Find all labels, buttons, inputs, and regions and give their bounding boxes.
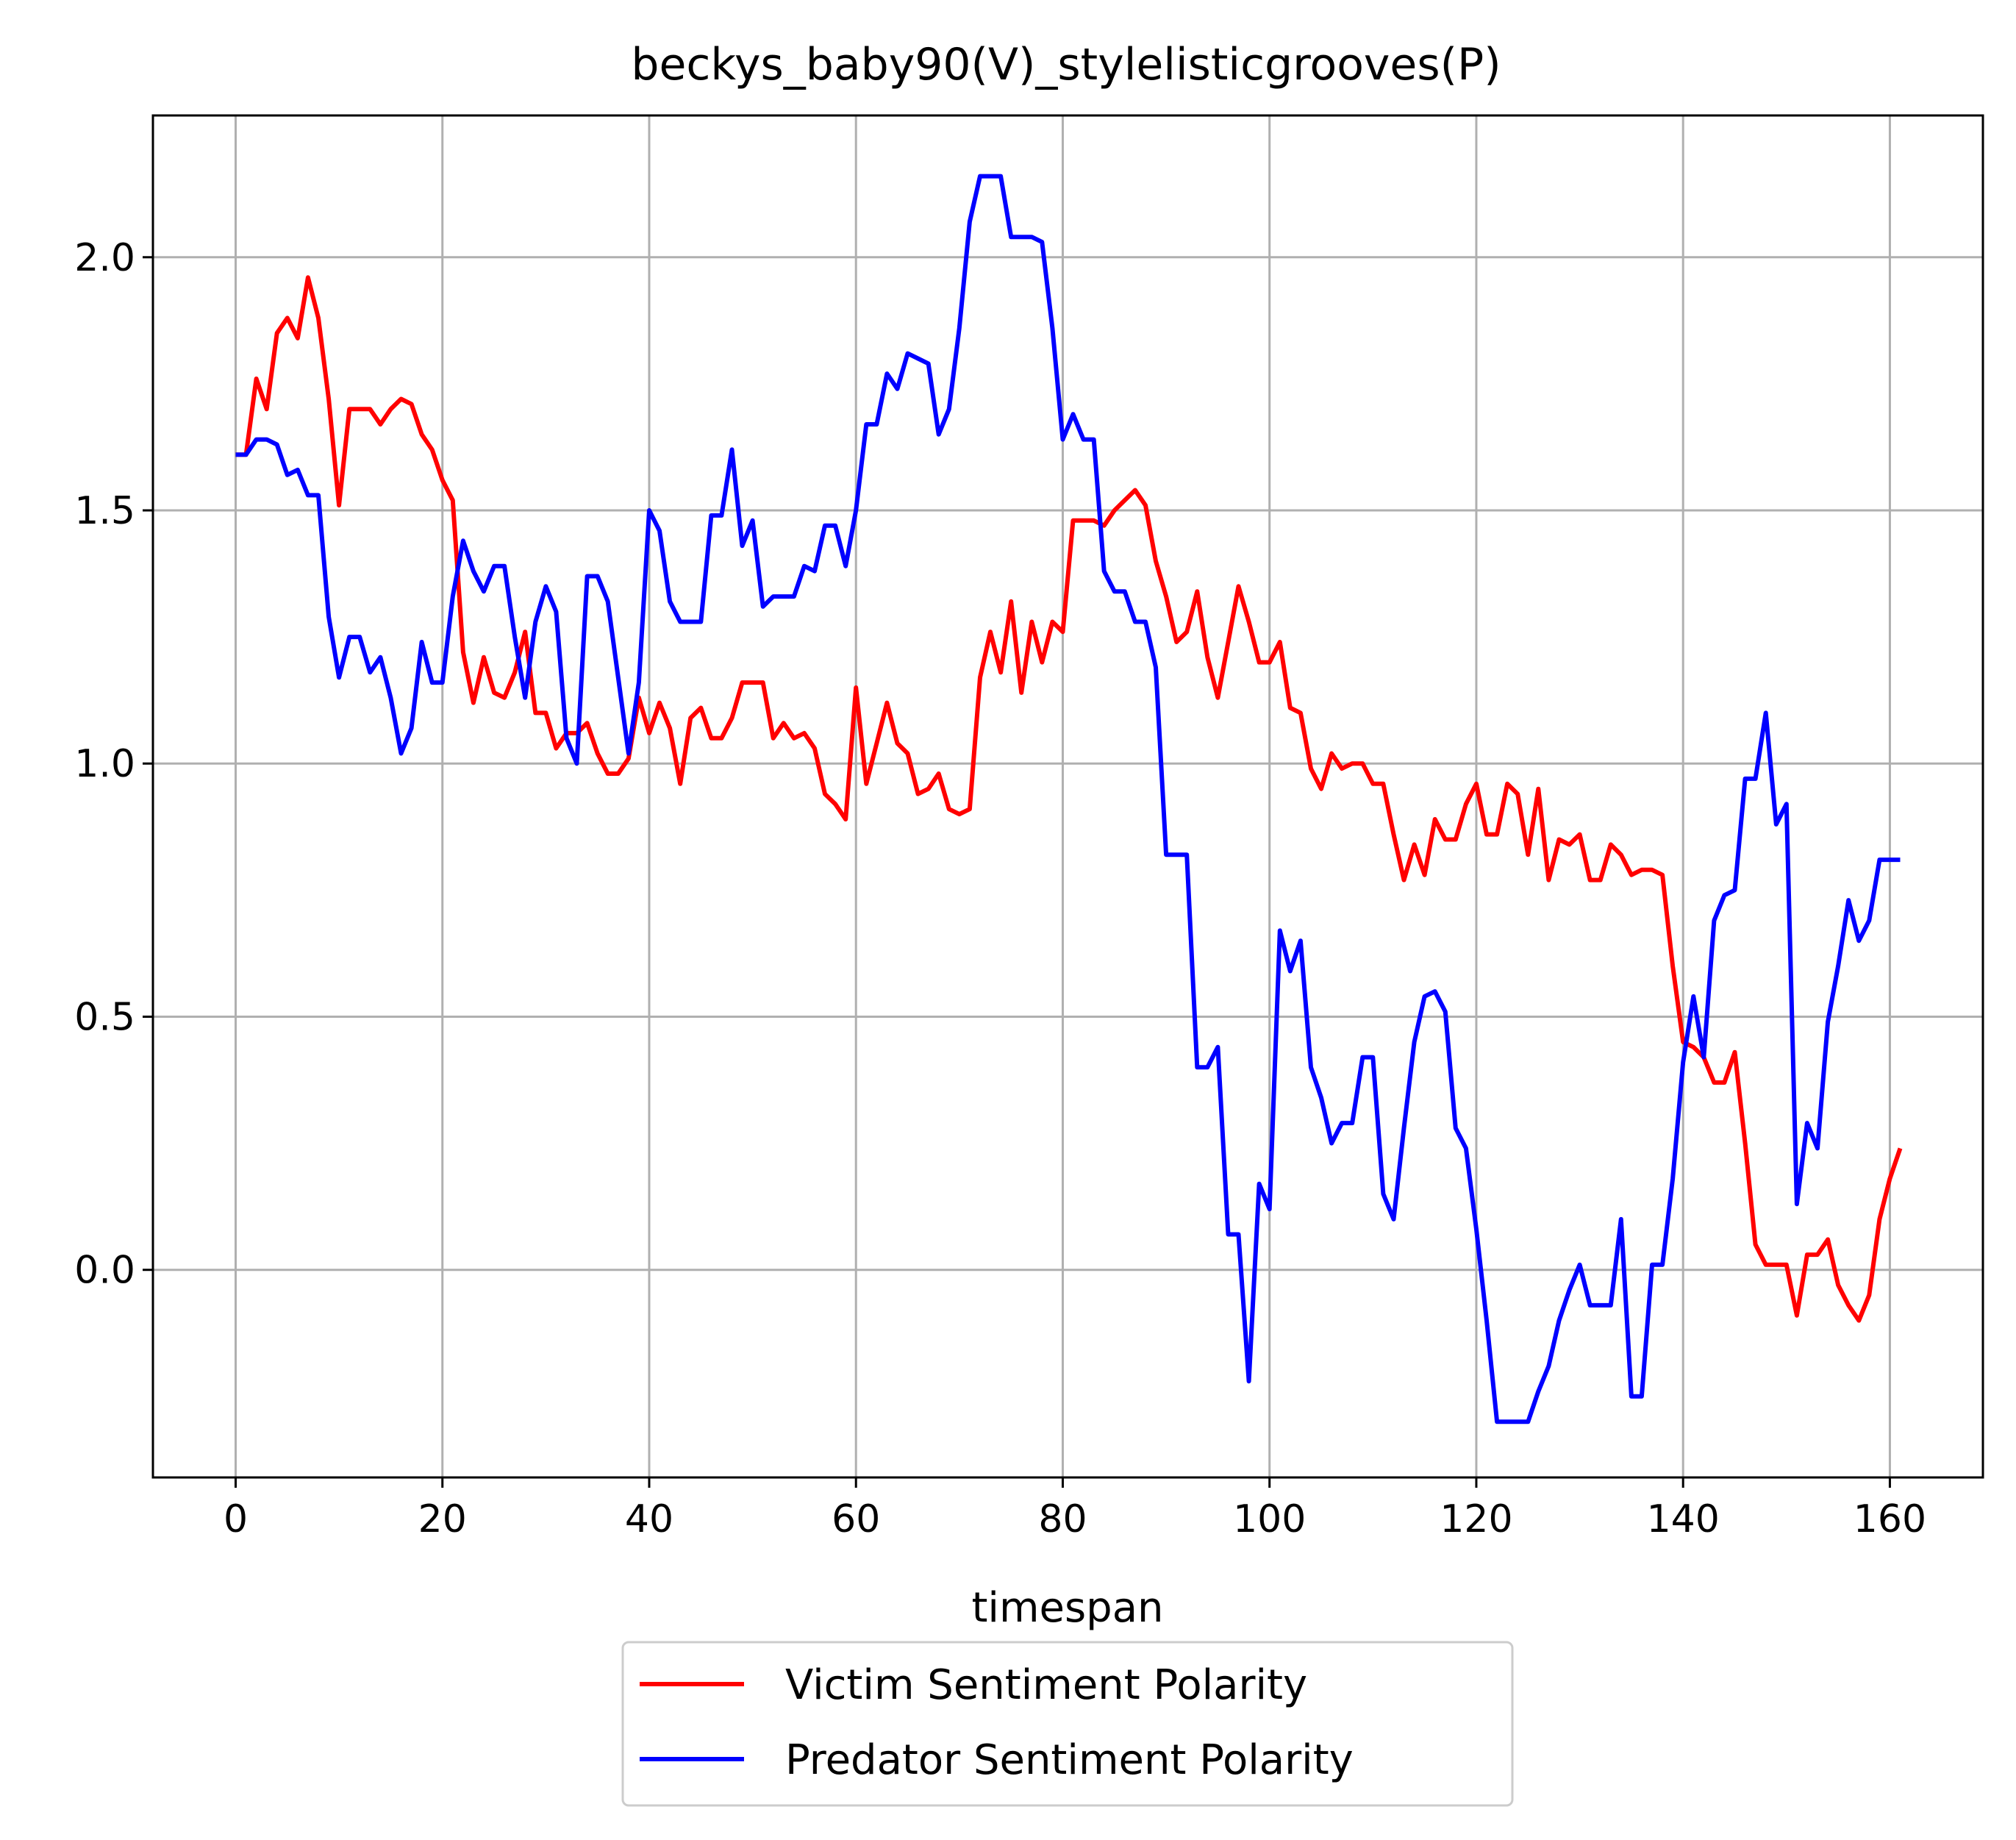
x-tick-label: 160 bbox=[1854, 1497, 1926, 1541]
x-tick-label: 0 bbox=[224, 1497, 248, 1541]
y-tick-label: 1.5 bbox=[74, 489, 135, 533]
x-tick-label: 80 bbox=[1038, 1497, 1087, 1541]
series-lines bbox=[235, 174, 1903, 1424]
y-tick-label: 0.5 bbox=[74, 995, 135, 1039]
y-axis-ticks: 0.0 0.5 1.0 1.5 2.0 bbox=[74, 236, 153, 1293]
plot-frame bbox=[151, 114, 1984, 1479]
series-line-victim bbox=[235, 275, 1903, 1323]
y-tick-label: 1.0 bbox=[74, 742, 135, 786]
legend-label-predator: Predator Sentiment Polarity bbox=[785, 1736, 1354, 1784]
x-tick-label: 140 bbox=[1647, 1497, 1720, 1541]
x-tick-label: 60 bbox=[832, 1497, 880, 1541]
x-tick-label: 100 bbox=[1233, 1497, 1306, 1541]
legend-box bbox=[621, 1641, 1514, 1807]
x-tick-label: 20 bbox=[418, 1497, 467, 1541]
legend: Victim Sentiment Polarity Predator Senti… bbox=[621, 1641, 1514, 1807]
legend-label-victim: Victim Sentiment Polarity bbox=[785, 1661, 1307, 1709]
series-line-predator bbox=[235, 174, 1901, 1424]
x-axis-label: timespan bbox=[971, 1584, 1163, 1632]
x-tick-label: 120 bbox=[1440, 1497, 1512, 1541]
x-axis-ticks: 0 20 40 60 80 100 120 140 160 bbox=[224, 1477, 1926, 1541]
x-tick-label: 40 bbox=[625, 1497, 673, 1541]
chart-title: beckys_baby90(V)_stylelisticgrooves(P) bbox=[631, 39, 1501, 90]
y-tick-label: 2.0 bbox=[74, 236, 135, 280]
y-tick-label: 0.0 bbox=[74, 1249, 135, 1293]
